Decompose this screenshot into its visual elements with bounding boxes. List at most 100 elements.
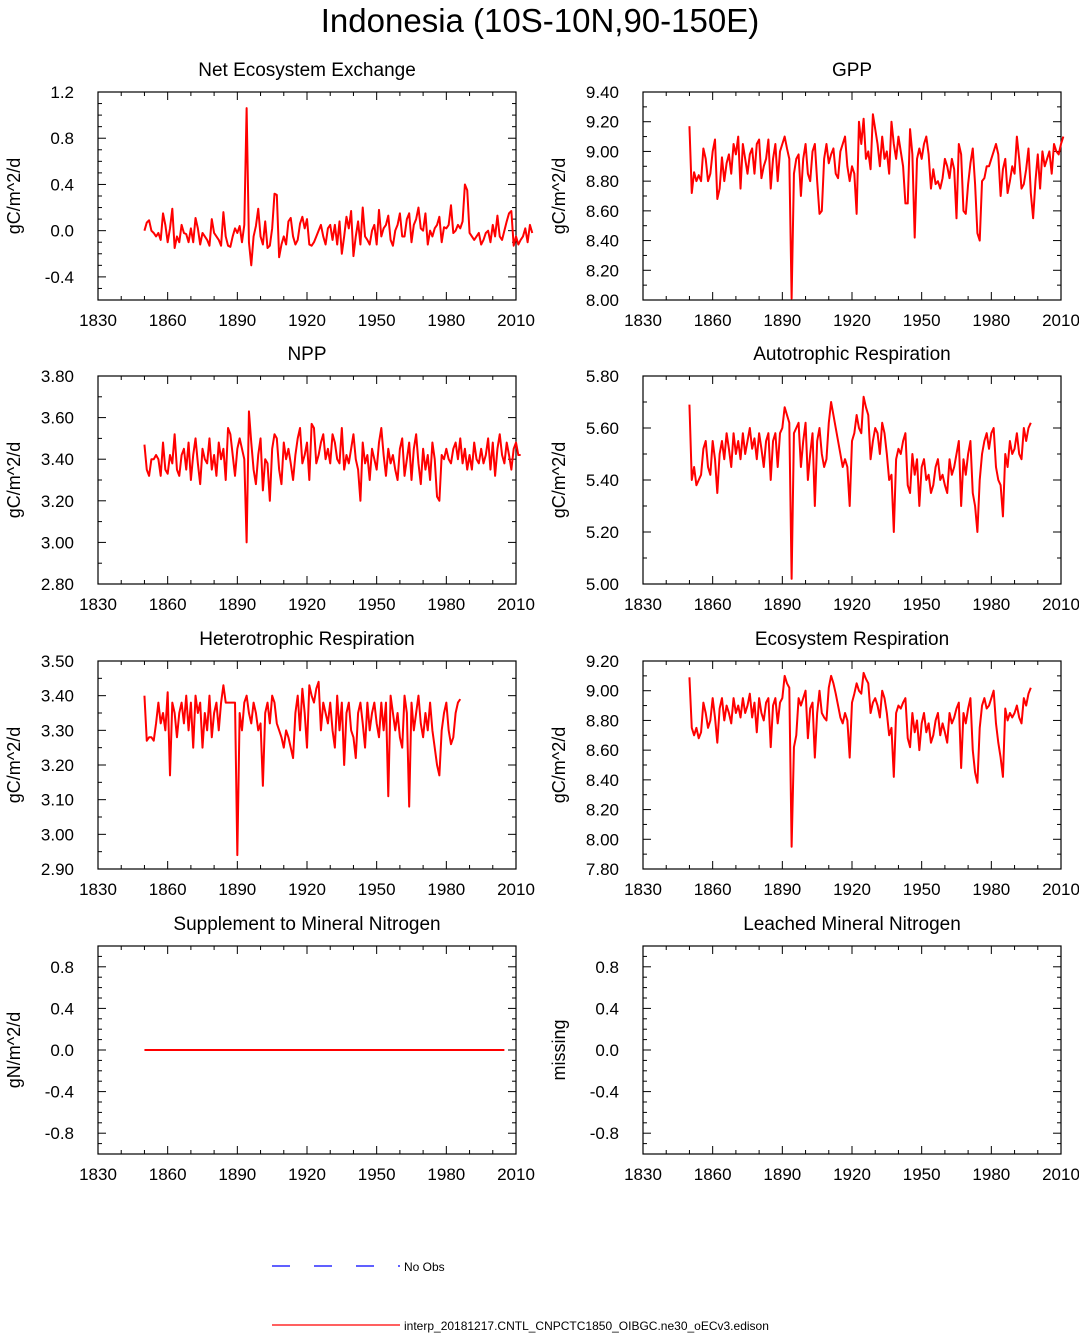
panel-2-frame (642, 91, 1062, 301)
panel-5-xtick-label: 1950 (358, 880, 396, 899)
panel-8: Leached Mineral Nitrogen missing 1830 1860 1… (549, 914, 1079, 1184)
panel-7-ytick-label: 0.4 (50, 999, 74, 1018)
panel-1-ytick-label: 1.2 (50, 83, 74, 102)
panel-2-series-line (688, 113, 1065, 300)
panel-4-ylabel: gC/m^2/d (549, 442, 569, 518)
panel-8-xtick-label: 1980 (972, 1165, 1010, 1184)
panel-4-ytick-label: 5.60 (586, 419, 619, 438)
panel-3: NPP gC/m^2/d 1830 1860 1890 1920 1950 1980 2010 2… (4, 344, 535, 614)
panel-4-xtick-label: 2010 (1042, 595, 1079, 614)
panel-7-ytick-label: 0.8 (50, 958, 74, 977)
panel-1-title: Net Ecosystem Exchange (198, 60, 416, 81)
panel-1-ytick-label: 0.4 (50, 175, 74, 194)
panel-2-xtick-label: 1890 (763, 311, 801, 330)
panel-3-frame (97, 375, 517, 585)
panel-3-xtick-label: 1860 (149, 595, 187, 614)
panel-2-ytick-label: 8.20 (586, 261, 619, 280)
panel-2-ytick-label: 8.80 (586, 172, 619, 191)
panel-2-xtick-label: 1830 (624, 311, 662, 330)
panel-8-xtick-label: 2010 (1042, 1165, 1079, 1184)
panels: Net Ecosystem Exchange gC/m^2/d 1830 1860 18… (4, 60, 1079, 1184)
panel-2-ytick-label: 9.00 (586, 142, 619, 161)
panel-2-xtick-label: 2010 (1042, 311, 1079, 330)
panel-6-ytick-label: 8.80 (586, 711, 619, 730)
panel-7-xtick-label: 1980 (427, 1165, 465, 1184)
panel-6-series-line (688, 671, 1032, 848)
panel-3-ylabel: gC/m^2/d (4, 442, 24, 518)
panel-7-xtick-label: 1860 (149, 1165, 187, 1184)
panel-4-ytick-label: 5.40 (586, 471, 619, 490)
panel-4-ytick-label: 5.00 (586, 575, 619, 594)
panel-6-xtick-label: 1950 (903, 880, 941, 899)
panel-5-xtick-label: 1830 (79, 880, 117, 899)
panel-4-ytick-label: 5.20 (586, 523, 619, 542)
panel-2-ytick-label: 8.00 (586, 291, 619, 310)
panel-1-xtick-label: 1950 (358, 311, 396, 330)
panel-1-ytick-label: 0.0 (50, 222, 74, 241)
panel-7-ylabel: gN/m^2/d (4, 1012, 24, 1088)
panel-6-ylabel: gC/m^2/d (549, 727, 569, 803)
panel-6-frame (642, 660, 1062, 870)
panel-5-xtick-label: 2010 (497, 880, 535, 899)
panel-8-ytick-label: -0.4 (590, 1083, 619, 1102)
panel-5-xtick-label: 1920 (288, 880, 326, 899)
panel-6-ytick-label: 8.40 (586, 771, 619, 790)
panel-6-xtick-label: 1980 (972, 880, 1010, 899)
panel-1-frame (97, 91, 517, 301)
panel-2-ytick-label: 8.60 (586, 202, 619, 221)
panel-4-xtick-label: 1860 (694, 595, 732, 614)
panel-6-ytick-label: 9.00 (586, 682, 619, 701)
panel-6-ytick-label: 8.20 (586, 801, 619, 820)
panel-8-ytick-label: 0.8 (595, 958, 619, 977)
panel-6-xtick-label: 1920 (833, 880, 871, 899)
panel-5-ytick-label: 3.20 (41, 756, 74, 775)
panel-5-ytick-label: 3.40 (41, 687, 74, 706)
panel-6: Ecosystem Respiration gC/m^2/d 1830 1860 189… (549, 629, 1079, 899)
panel-8-frame (642, 945, 1062, 1155)
panel-2-title: GPP (832, 60, 872, 81)
panel-8-xtick-label: 1860 (694, 1165, 732, 1184)
panel-3-xtick-label: 2010 (497, 595, 535, 614)
panel-5-xtick-label: 1890 (218, 880, 256, 899)
panel-1-xtick-label: 2010 (497, 311, 535, 330)
panel-6-xtick-label: 1890 (763, 880, 801, 899)
panel-3-ytick-label: 3.20 (41, 492, 74, 511)
panel-1: Net Ecosystem Exchange gC/m^2/d 1830 1860 18… (4, 60, 535, 330)
panel-7-xtick-label: 1830 (79, 1165, 117, 1184)
panel-5-title: Heterotrophic Respiration (199, 629, 414, 650)
panel-8-xtick-label: 1890 (763, 1165, 801, 1184)
panel-7-xtick-label: 1950 (358, 1165, 396, 1184)
legend-obs-label: No Obs (404, 1260, 445, 1274)
panel-5-ytick-label: 3.30 (41, 721, 74, 740)
panel-8-xtick-label: 1920 (833, 1165, 871, 1184)
panel-3-ytick-label: 3.60 (41, 409, 74, 428)
panel-2-xtick-label: 1950 (903, 311, 941, 330)
panel-4-xtick-label: 1980 (972, 595, 1010, 614)
panel-2-xtick-label: 1860 (694, 311, 732, 330)
panel-1-series-line (143, 107, 534, 267)
panel-8-ytick-label: -0.8 (590, 1124, 619, 1143)
panel-3-ytick-label: 2.80 (41, 575, 74, 594)
panel-7-ytick-label: -0.4 (45, 1083, 74, 1102)
panel-5-ytick-label: 3.50 (41, 652, 74, 671)
panel-6-title: Ecosystem Respiration (755, 629, 949, 650)
panel-2-xtick-label: 1920 (833, 311, 871, 330)
panel-3-xtick-label: 1920 (288, 595, 326, 614)
panel-7-title: Supplement to Mineral Nitrogen (173, 914, 440, 935)
panel-7-xtick-label: 2010 (497, 1165, 535, 1184)
panel-6-xtick-label: 2010 (1042, 880, 1079, 899)
panel-3-series-line (143, 410, 521, 544)
panel-6-ytick-label: 7.80 (586, 860, 619, 879)
panel-8-ylabel: missing (549, 1019, 569, 1080)
panel-2-ytick-label: 9.20 (586, 113, 619, 132)
panel-1-ytick-label: -0.4 (45, 268, 74, 287)
panel-7-xtick-label: 1920 (288, 1165, 326, 1184)
panel-7: Supplement to Mineral Nitrogen gN/m^2/d 18… (4, 914, 535, 1184)
panel-3-xtick-label: 1890 (218, 595, 256, 614)
panel-7-xtick-label: 1890 (218, 1165, 256, 1184)
panel-1-ylabel: gC/m^2/d (4, 158, 24, 234)
panel-4-xtick-label: 1890 (763, 595, 801, 614)
panel-6-xtick-label: 1860 (694, 880, 732, 899)
panel-8-xtick-label: 1830 (624, 1165, 662, 1184)
